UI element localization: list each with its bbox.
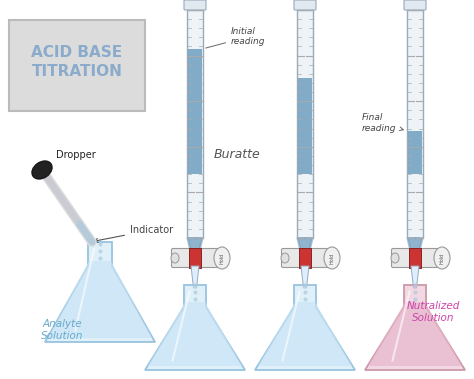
Polygon shape xyxy=(365,285,465,370)
Polygon shape xyxy=(145,285,245,370)
Ellipse shape xyxy=(32,161,52,179)
Bar xyxy=(297,10,313,238)
FancyBboxPatch shape xyxy=(404,0,426,10)
Polygon shape xyxy=(408,238,422,255)
FancyBboxPatch shape xyxy=(9,20,145,111)
Bar xyxy=(299,248,311,268)
Text: Dropper: Dropper xyxy=(56,150,96,160)
FancyBboxPatch shape xyxy=(294,0,316,10)
Polygon shape xyxy=(301,266,309,288)
Bar xyxy=(409,248,421,268)
Polygon shape xyxy=(407,238,423,256)
Polygon shape xyxy=(48,261,152,338)
Text: Final
reading: Final reading xyxy=(362,113,403,133)
Text: Analyte
Solution: Analyte Solution xyxy=(41,319,83,341)
Polygon shape xyxy=(258,302,352,366)
FancyBboxPatch shape xyxy=(282,249,328,268)
Bar xyxy=(408,131,422,174)
Text: Nutralized
Solution: Nutralized Solution xyxy=(406,301,460,323)
Text: Indicator: Indicator xyxy=(94,225,173,243)
Ellipse shape xyxy=(434,247,450,269)
Bar xyxy=(189,248,201,268)
Polygon shape xyxy=(298,238,312,255)
Text: Initial
reading: Initial reading xyxy=(206,27,265,48)
FancyBboxPatch shape xyxy=(392,249,438,268)
Text: Hold: Hold xyxy=(329,252,335,264)
FancyBboxPatch shape xyxy=(184,0,206,10)
Bar xyxy=(187,10,203,238)
Bar xyxy=(298,78,312,174)
Polygon shape xyxy=(188,238,202,255)
Text: Hold: Hold xyxy=(439,252,445,264)
Polygon shape xyxy=(297,238,313,256)
Polygon shape xyxy=(191,266,199,288)
Ellipse shape xyxy=(281,253,289,263)
Polygon shape xyxy=(255,285,355,370)
Text: Hold: Hold xyxy=(219,252,225,264)
Polygon shape xyxy=(45,242,155,342)
Polygon shape xyxy=(368,302,462,366)
Ellipse shape xyxy=(324,247,340,269)
Text: ACID BASE
TITRATION: ACID BASE TITRATION xyxy=(31,45,123,79)
Ellipse shape xyxy=(391,253,399,263)
Ellipse shape xyxy=(171,253,179,263)
Bar xyxy=(407,10,423,238)
Ellipse shape xyxy=(214,247,230,269)
Bar xyxy=(188,49,202,174)
Polygon shape xyxy=(411,266,419,288)
FancyBboxPatch shape xyxy=(172,249,219,268)
Polygon shape xyxy=(148,302,242,366)
Text: Buratte: Buratte xyxy=(214,149,260,161)
Polygon shape xyxy=(187,238,203,256)
